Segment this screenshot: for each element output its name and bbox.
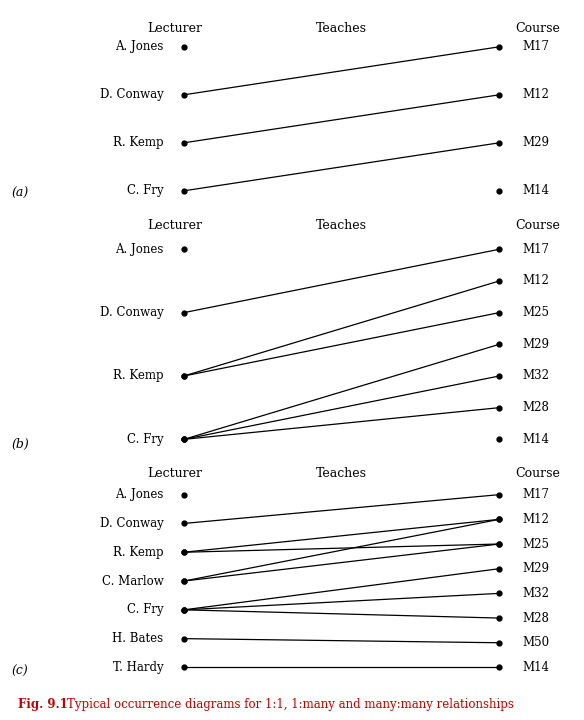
Text: (a): (a) [12,186,29,200]
Text: M29: M29 [523,338,550,351]
Text: D. Conway: D. Conway [100,306,164,319]
Text: M50: M50 [523,636,550,649]
Text: C. Fry: C. Fry [127,433,164,446]
Text: M17: M17 [523,243,550,256]
Text: M17: M17 [523,40,550,53]
Text: A. Jones: A. Jones [115,488,164,501]
Text: M12: M12 [523,274,550,287]
Text: M17: M17 [523,488,550,501]
Text: M14: M14 [523,184,550,197]
Text: H. Bates: H. Bates [112,632,164,645]
Text: C. Fry: C. Fry [127,184,164,197]
Text: M12: M12 [523,89,550,102]
Text: Course: Course [515,22,559,35]
Text: Teaches: Teaches [316,22,367,35]
Text: Teaches: Teaches [316,467,367,480]
Text: Course: Course [515,219,559,232]
Text: A. Jones: A. Jones [115,243,164,256]
Text: C. Fry: C. Fry [127,603,164,616]
Text: D. Conway: D. Conway [100,517,164,530]
Text: Course: Course [515,467,559,480]
Text: M32: M32 [523,369,550,382]
Text: D. Conway: D. Conway [100,89,164,102]
Text: M29: M29 [523,136,550,149]
Text: C. Marlow: C. Marlow [102,575,164,588]
Text: Lecturer: Lecturer [148,467,203,480]
Text: Lecturer: Lecturer [148,219,203,232]
Text: M14: M14 [523,433,550,446]
Text: M28: M28 [523,611,550,624]
Text: M14: M14 [523,661,550,674]
Text: M32: M32 [523,587,550,600]
Text: R. Kemp: R. Kemp [113,546,164,559]
Text: M12: M12 [523,513,550,526]
Text: A. Jones: A. Jones [115,40,164,53]
Text: Fig. 9.1: Fig. 9.1 [18,698,67,711]
Text: (b): (b) [12,438,29,451]
Text: M25: M25 [523,538,550,551]
Text: Typical occurrence diagrams for 1:1, 1:many and many:many relationships: Typical occurrence diagrams for 1:1, 1:m… [67,698,514,711]
Text: (c): (c) [12,665,29,678]
Text: M28: M28 [523,401,550,414]
Text: R. Kemp: R. Kemp [113,136,164,149]
Text: T. Hardy: T. Hardy [113,661,164,674]
Text: R. Kemp: R. Kemp [113,369,164,382]
Text: M25: M25 [523,306,550,319]
Text: Lecturer: Lecturer [148,22,203,35]
Text: M29: M29 [523,562,550,575]
Text: Teaches: Teaches [316,219,367,232]
